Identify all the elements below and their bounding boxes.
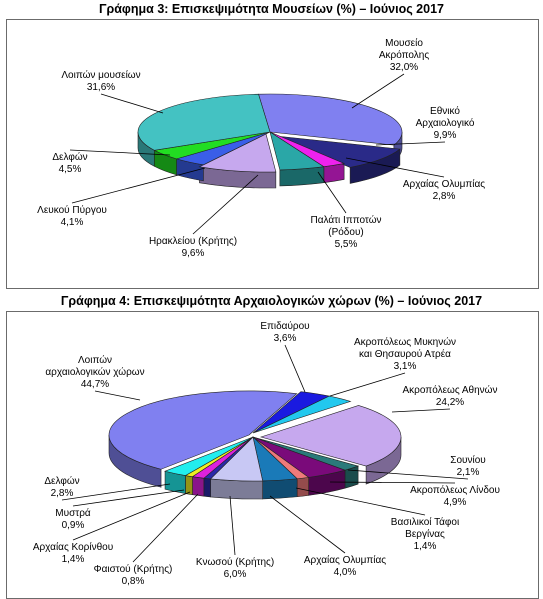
chart1-slice-1 [275,135,401,168]
chart1-slice-label-6: Δελφών [52,151,87,163]
chart1-slice-label-5: Λευκού Πύργου [37,204,107,216]
chart2-slice-label-4: Ακροπόλεως Λίνδου [410,484,500,496]
chart2-value-label-7: 6,0% [224,569,247,580]
chart2-slice-side-6 [262,478,298,500]
chart1-pie-tops [137,93,403,173]
chart1-value-label-4: 9,6% [182,248,205,259]
chart1-slice-label-1: Αρχαιολογικό [416,117,475,129]
chart2-slice-label-12: Λοιπών [78,354,112,366]
chart1-slice-7 [137,93,271,151]
chart2-slice-label-3: Σουνίου [450,454,485,466]
chart2-slice-side-9 [192,476,205,497]
chart1-slice-label-3: Παλάτι Ιπποτών [310,214,381,226]
chart2-slice-side-7 [210,478,263,500]
chart2-leader-9 [72,491,191,541]
chart1-slice-label-1: Εθνικό [430,105,460,117]
chart1-slice-label-7: Λοιπών μουσείων [61,69,140,81]
chart2-slice-label-10: Μυστρά [55,507,91,519]
chart2-leader-7 [229,495,236,556]
chart2-slice-label-8: Φαιστού (Κρήτης) [94,563,173,575]
chart2-slice-1 [252,395,352,434]
chart1-leader-3 [317,171,347,214]
chart1-slice-label-4: Ηρακλείου (Κρήτης) [149,235,237,247]
chart2-leader-8 [132,493,199,563]
chart2-slice-label-9: Αρχαίας Κορίνθου [33,541,113,553]
chart1-leader-7 [100,93,164,114]
chart2-slice-side-5 [296,477,309,498]
chart2-slice-label-0: Επιδαύρου [260,320,309,332]
chart1-leader-2 [345,157,445,178]
chart2-value-label-1: 3,1% [394,361,417,372]
chart2-value-label-9: 1,4% [62,554,85,565]
chart2-pie-tops [108,390,402,482]
chart1-value-label-0: 32,0% [390,62,418,73]
chart2-leader-11 [61,483,171,501]
chart2-leader-12 [94,390,141,401]
chart2-value-label-12: 44,7% [81,379,109,390]
chart1-slice-label-0: Ακρόπολης [379,49,429,61]
chart1-value-label-5: 4,1% [61,217,84,228]
chart2-slice-label-11: Δελφών [44,475,79,487]
chart1-value-label-7: 31,6% [87,82,115,93]
chart2-slice-2 [259,405,402,467]
chart1-leader-0 [351,73,405,109]
chart2-value-label-6: 4,0% [334,567,357,578]
chart1-frame [6,19,539,289]
chart1-value-label-6: 4,5% [59,164,82,175]
chart2-value-label-5: 1,4% [414,541,437,552]
chart2-slice-label-5: Βασιλικοί Τάφοι [391,516,459,528]
chart1-slice-label-3: (Ρόδου) [328,226,364,238]
chart2-leader-4 [329,481,456,484]
chart2-value-label-11: 2,8% [51,488,74,499]
chart2-title: Γράφημα 4: Επισκεψιμότητα Αρχαιολογικών … [60,294,483,308]
chart2-slice-label-12: αρχαιολογικών χώρων [45,366,144,378]
chart2-slice-label-7: Κνωσού (Κρήτης) [196,556,274,568]
chart2-leader-5 [295,487,426,516]
chart1-value-label-1: 9,9% [434,130,457,141]
chart2-value-label-0: 3,6% [274,333,297,344]
chart2-value-label-4: 4,9% [444,497,467,508]
chart1-slice-4 [198,133,277,173]
chart2-leader-2 [391,408,451,413]
chart2-slice-side-10 [185,475,193,496]
chart1-pie-sides [137,131,403,189]
chart1-title: Γράφημα 3: Επισκεψιμότητα Μουσείων (%) –… [99,2,444,16]
chart1-slice-label-0: Μουσείο [385,37,423,49]
chart2-value-label-2: 24,2% [436,397,464,408]
chart2-slice-label-5: Βεργίνας [405,528,445,540]
chart2-leader-0 [284,344,306,393]
chart2-value-label-10: 0,9% [62,520,85,531]
chart1-slice-3 [269,131,325,171]
chart2-slice-12 [108,390,298,470]
chart1-leader-4 [192,174,259,235]
chart2-slice-label-1: Ακροπόλεως Μυκηνών [354,336,456,348]
chart1-pie: ΜουσείοΑκρόπολης32,0%ΕθνικόΑρχαιολογικό9… [37,37,485,259]
chart1-leader-1 [375,141,446,146]
chart2-slice-side-8 [203,477,211,498]
chart2-slice-label-6: Αρχαίας Ολυμπίας [304,554,386,566]
chart1-value-label-2: 2,8% [433,191,456,202]
chart1-labels: ΜουσείοΑκρόπολης32,0%ΕθνικόΑρχαιολογικό9… [37,37,485,259]
chart1-slice-label-2: Αρχαίας Ολυμπίας [403,178,485,190]
chart2-value-label-8: 0,8% [122,576,145,587]
chart1-leader-6 [69,149,171,156]
chart2-leader-10 [72,489,185,507]
chart1-value-label-3: 5,5% [335,239,358,250]
chart2-slice-label-1: και Θησαυρού Ατρέα [359,348,451,360]
chart2-leader-6 [269,495,346,554]
chart2-slice-label-2: Ακροπόλεως Αθηνών [403,384,498,396]
chart1-slice-0 [258,93,403,146]
chart2-leader-3 [347,469,469,480]
chart2-value-label-3: 2,1% [457,467,480,478]
chart2-leader-1 [329,372,406,397]
chart2-slice-11 [164,436,254,476]
chart1-leader-5 [71,167,206,204]
chart2-pie-sides [108,434,402,500]
